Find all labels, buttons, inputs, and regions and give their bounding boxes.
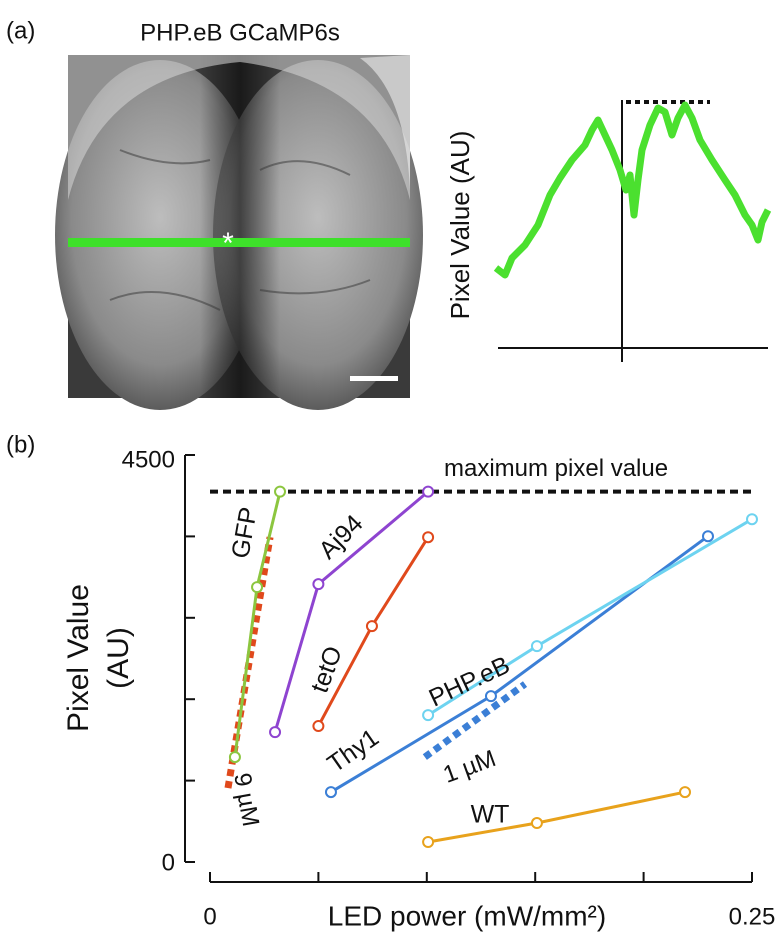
data-point [274, 485, 287, 498]
data-point [269, 726, 282, 739]
series-label: Thy1 [322, 723, 384, 778]
data-point [422, 485, 435, 498]
series-line [427, 790, 686, 844]
data-point [422, 836, 435, 849]
series-label: WT [471, 801, 510, 829]
series-label: GFP [226, 505, 263, 560]
data-point [312, 720, 325, 733]
brain-image: * [55, 55, 423, 410]
reference-label: 9 µM [228, 771, 264, 829]
series-label: PHP.eB [425, 651, 515, 713]
data-point [422, 709, 435, 722]
data-point [679, 786, 692, 799]
data-point [701, 530, 714, 543]
series-label: tetO [305, 643, 347, 697]
data-point [228, 751, 241, 764]
svg-text:*: * [222, 227, 234, 260]
data-point [422, 531, 435, 544]
y-axis-label: (AU) [102, 627, 135, 689]
x-tick-label: 0.25 [729, 903, 776, 930]
data-point [746, 513, 758, 526]
image-title: PHP.eB GCaMP6s [140, 19, 340, 46]
data-point [251, 581, 264, 594]
series-line [330, 535, 709, 794]
max-line-label: maximum pixel value [444, 455, 668, 482]
reference-label: 1 µM [440, 745, 500, 789]
data-point [530, 817, 543, 830]
y-axis-label: Pixel Value [62, 584, 95, 732]
profile-ylabel: Pixel Value (AU) [445, 131, 475, 320]
y-tick-label: 0 [162, 849, 175, 876]
data-point [312, 578, 325, 591]
data-point [530, 640, 543, 653]
reference-line [422, 681, 528, 760]
profile-plot: Pixel Value (AU) [445, 100, 772, 362]
data-point [324, 786, 337, 799]
x-axis-label: LED power (mW/mm²) [328, 900, 606, 931]
x-tick-label: 0 [203, 903, 216, 930]
panel-label: (a) [6, 17, 35, 44]
series-label: Aj94 [313, 509, 368, 564]
y-tick-label: 4500 [122, 446, 175, 473]
panel-label: (b) [6, 431, 35, 458]
data-point [484, 690, 497, 703]
data-point [365, 620, 378, 633]
